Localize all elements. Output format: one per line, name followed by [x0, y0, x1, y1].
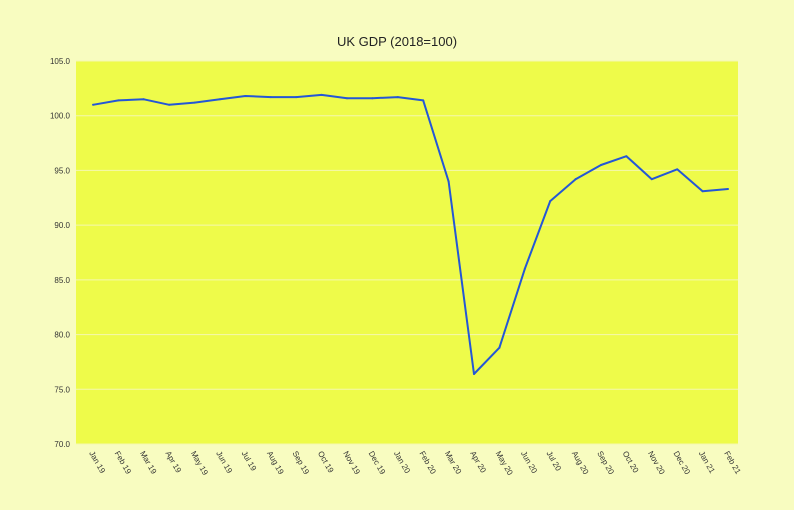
gridlines — [76, 60, 738, 445]
data-point — [244, 95, 247, 98]
data-point — [371, 97, 374, 100]
x-axis: Jan 19 Feb 19 Mar 19 Apr 19 May 19 Jun 19 Jul … — [87, 450, 743, 478]
y-axis: 70.0 75.0 80.0 85.0 90.0 95.0 100.0 105.0 — [50, 57, 71, 449]
x-tick-label: Sep 19 — [290, 450, 311, 477]
data-point — [193, 101, 196, 104]
x-tick-label: Oct 20 — [621, 450, 641, 475]
y-tick-label: 85.0 — [54, 276, 70, 285]
y-tick-label: 100.0 — [50, 112, 71, 121]
y-tick-label: 95.0 — [54, 166, 70, 175]
x-tick-label: May 19 — [189, 450, 210, 478]
x-tick-label: Jan 21 — [697, 450, 717, 476]
data-point — [625, 155, 628, 158]
data-point — [650, 178, 653, 181]
data-point — [168, 103, 171, 106]
x-tick-label: May 20 — [494, 450, 515, 478]
data-point — [422, 99, 425, 102]
x-tick-label: Jul 20 — [544, 450, 563, 473]
data-point — [701, 190, 704, 193]
x-tick-label: Dec 20 — [671, 450, 692, 477]
x-tick-label: Jan 20 — [392, 450, 412, 476]
data-point — [447, 180, 450, 183]
y-tick-label: 75.0 — [54, 385, 70, 394]
data-point — [600, 163, 602, 166]
x-tick-label: Jan 19 — [87, 450, 107, 476]
x-tick-label: Mar 19 — [138, 450, 159, 477]
x-tick-label: Nov 19 — [341, 450, 362, 477]
data-point — [219, 98, 221, 101]
data-point — [498, 346, 501, 349]
x-tick-label: Feb 20 — [417, 450, 438, 477]
data-point — [142, 98, 145, 101]
chart-title: UK GDP (2018=100) — [337, 34, 457, 49]
y-tick-label: 80.0 — [54, 331, 70, 340]
x-tick-label: Aug 20 — [570, 450, 591, 477]
data-point — [346, 97, 348, 100]
data-point — [574, 178, 577, 181]
y-tick-label: 70.0 — [54, 440, 70, 449]
x-tick-label: Oct 19 — [316, 450, 336, 475]
y-tick-label: 105.0 — [50, 57, 71, 66]
data-point — [117, 99, 120, 102]
plot-area — [76, 61, 738, 444]
x-tick-label: Jul 19 — [240, 450, 259, 473]
data-point — [269, 96, 272, 99]
series-group — [92, 93, 729, 375]
x-tick-label: Feb 19 — [113, 450, 134, 477]
data-point — [396, 96, 399, 99]
series-line — [92, 93, 729, 375]
data-point — [549, 200, 552, 203]
x-tick-label: Aug 19 — [265, 450, 286, 477]
data-point — [92, 103, 94, 106]
x-tick-label: Apr 20 — [468, 450, 488, 475]
data-point — [473, 372, 475, 375]
data-point — [295, 96, 298, 99]
x-tick-label: Dec 19 — [367, 450, 388, 477]
data-point — [523, 267, 526, 270]
x-tick-label: Jun 20 — [519, 450, 539, 476]
x-tick-label: Nov 20 — [646, 450, 667, 477]
data-point — [727, 188, 729, 191]
x-tick-label: Feb 21 — [722, 450, 743, 477]
x-tick-label: Jun 19 — [214, 450, 234, 476]
data-point — [676, 168, 679, 171]
x-tick-label: Mar 20 — [443, 450, 464, 477]
data-point — [320, 93, 323, 96]
x-tick-label: Apr 19 — [163, 450, 183, 475]
y-tick-label: 90.0 — [54, 221, 70, 230]
x-tick-label: Sep 20 — [595, 450, 616, 477]
